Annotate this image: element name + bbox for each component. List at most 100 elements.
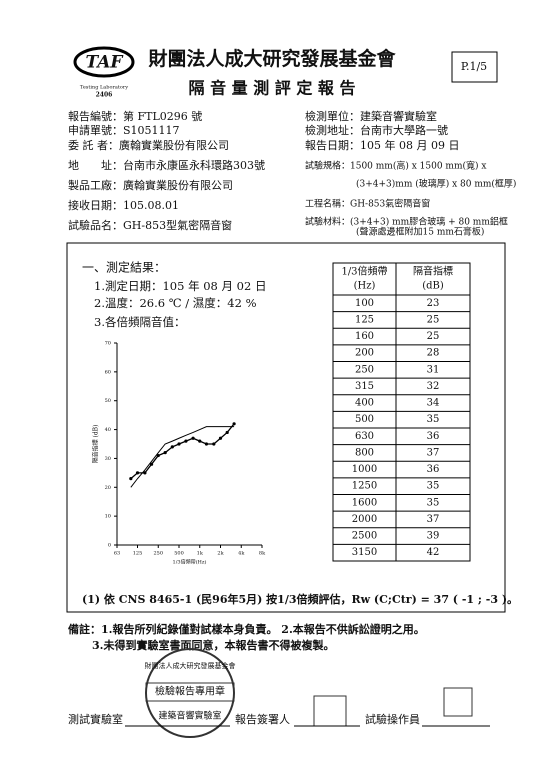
x-tick-label: 2k [217,551,224,557]
table-cell: 1000 [352,464,377,475]
table-cell: 34 [427,398,440,409]
measured-curve [130,423,235,480]
table-cell: 28 [427,348,440,359]
data-point [212,442,216,446]
y-tick-label: 20 [105,485,111,491]
data-point [191,436,195,440]
info-line: 檢測地址：台南市大學路一號 [305,123,448,137]
org-name: 財團法人成大研究發展基金會 [148,47,396,70]
data-point [143,471,147,475]
table-cell: 1250 [352,481,377,492]
x-tick-label: 63 [114,551,120,557]
data-point [177,442,181,446]
table-header: 隔音指標 [413,265,453,278]
y-tick-label: 60 [105,369,111,375]
data-point [232,422,236,426]
table-cell: 3150 [352,547,377,558]
stamp-text: 建築音響實驗室 [158,710,221,722]
table-cell: 250 [355,364,374,375]
page-box [451,51,498,83]
table-cell: 36 [427,431,440,442]
rating: (1) 依 CNS 8465-1 (民96年5月) 按1/3倍頻評估，Rw (C… [82,592,518,606]
table-cell: 37 [427,447,440,458]
seal [443,687,473,717]
y-tick-label: 40 [105,427,111,433]
table-cell: 35 [427,497,440,508]
data-point [184,439,188,443]
logo: TAF [86,53,125,73]
info-line: 試驗品名：GH-853型氣密隔音窗 [68,218,232,232]
y-axis-label: 隔音指標 (dB) [92,425,100,464]
result-line: 2.溫度：26.6 ℃ / 濕度：42 % [94,296,257,310]
results-box [66,242,506,613]
info-line: 申請單號：S1051117 [68,123,180,137]
data-point [163,451,167,455]
footer-label: 測試實驗室 [68,712,123,726]
reference-curve [130,426,235,488]
result-line: 1.測定日期：105 年 08 月 02 日 [94,279,266,293]
table-cell: 35 [427,414,440,425]
data-point [170,445,174,449]
stamp-box [145,682,235,702]
x-tick-label: 250 [153,551,163,557]
x-tick-label: 1k [197,551,204,557]
table-cell: 315 [355,381,374,392]
x-tick-label: 4k [238,551,245,557]
info-line: 試驗規格：1500 mm(高) x 1500 mm(寬) x [305,160,486,172]
y-tick-label: 0 [108,543,111,549]
table-cell: 25 [427,331,440,342]
data-point [225,430,229,435]
x-tick-label: 125 [133,551,143,557]
table-cell: 200 [355,348,374,359]
table-cell: 42 [427,547,440,558]
data-point [135,471,140,475]
logo-ring [73,46,135,78]
info-line: 接收日期：105.08.01 [68,198,179,212]
table-frame [332,262,471,562]
table-cell: 39 [427,531,440,542]
info-line: 報告編號：第 FTL0296 號 [68,109,202,123]
data-point [129,477,133,481]
table-cell: 37 [427,514,440,525]
table-header: 1/3倍頻帶 [341,265,387,278]
note: 備註：1.報告所列紀錄僅對試樣本身負責。 2.本報告不供訴訟證明之用。 [68,622,425,636]
table-cell: 800 [355,447,374,458]
info-line: 報告日期：105 年 08 月 09 日 [305,138,459,152]
data-point [218,436,223,440]
info-line: (聲源處邊框附加15 mm石膏板) [356,226,484,238]
data-point [204,442,209,446]
table-header: (Hz) [354,281,376,292]
info-line: 地 址：台南市永康區永科環路303號 [68,158,265,172]
seal [313,695,347,727]
page-number: P.1/5 [461,60,487,73]
data-point [198,439,202,443]
info-line: 委 託 者：廣翰實業股份有限公司 [68,138,229,152]
table-cell: 400 [355,398,374,409]
report-title: 隔 音 量 測 評 定 報 告 [189,79,356,98]
data-point [156,453,160,458]
x-axis-label: 1/3倍頻帶(Hz) [173,559,207,566]
table-cell: 100 [355,298,374,309]
stamp-text: 財團法人成大研究發展基金會 [145,661,236,670]
table-cell: 160 [355,331,374,342]
info-line: 試驗材料：(3+4+3) mm膠合玻璃 + 80 mm鋁框 [305,216,508,228]
table-cell: 125 [355,314,374,325]
table-cell: 36 [427,464,440,475]
info-line: 工程名稱：GH-853氣密隔音窗 [305,198,430,210]
table-cell: 23 [427,298,440,309]
info-line: (3+4+3)mm (玻璃厚) x 80 mm(框厚) [356,178,516,190]
footer-label: 試驗操作員 [365,712,420,726]
note: 3.未得到實驗室書面同意，本報告書不得被複製。 [92,638,334,652]
y-tick-label: 50 [105,398,111,404]
table-cell: 1600 [352,497,377,508]
x-tick-label: 500 [174,551,184,557]
y-tick-label: 10 [105,514,111,520]
result-line: 3.各倍頻隔音值： [94,315,185,329]
table-cell: 500 [355,414,374,425]
data-point [149,462,154,466]
stamp-text: 檢驗報告專用章 [155,685,225,698]
logo-no: 2406 [96,92,113,99]
info-line: 製品工廠：廣翰實業股份有限公司 [68,178,233,192]
